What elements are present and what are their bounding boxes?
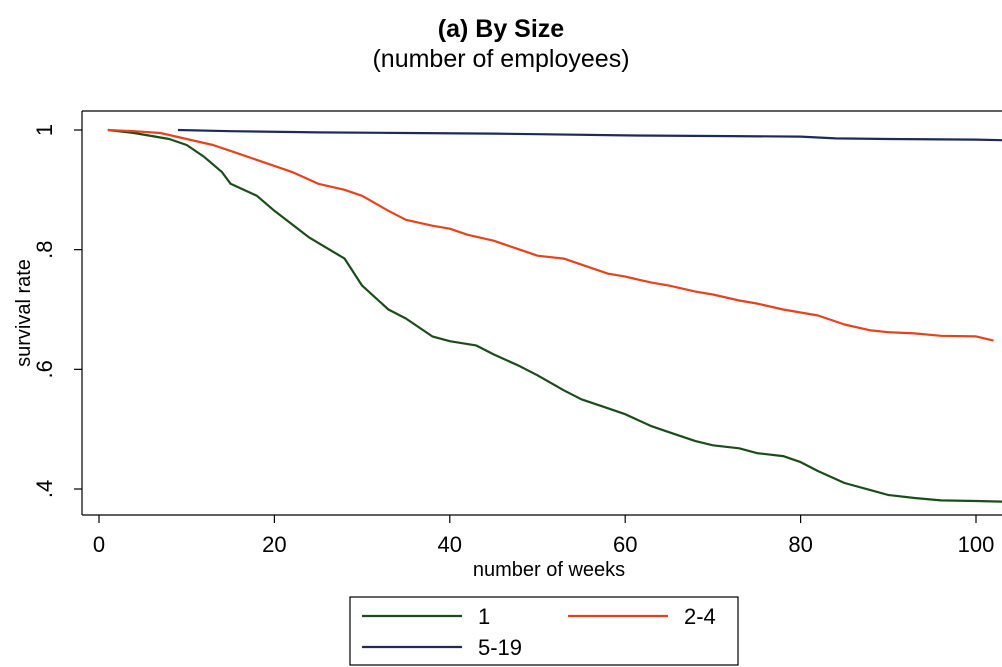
- series-line-1: [107, 128, 1002, 503]
- y-tick-label: .8: [32, 240, 57, 258]
- legend-box: [349, 596, 739, 666]
- x-axis-title: number of weeks: [473, 559, 625, 581]
- series-line-2-4: [107, 128, 994, 342]
- y-tick-label: 1: [32, 124, 57, 136]
- chart-subtitle: (number of employees): [372, 45, 630, 73]
- y-tick-label: .6: [32, 360, 57, 378]
- legend-label-1: 1: [478, 604, 490, 629]
- legend-label-5-19: 5-19: [478, 635, 522, 660]
- series-line-5-19: [177, 128, 1002, 142]
- x-tick-label: 0: [93, 532, 105, 557]
- x-tick-label: 60: [613, 532, 637, 557]
- legend-label-2-4: 2-4: [684, 604, 716, 629]
- y-axis-title: survival rate: [13, 259, 35, 367]
- x-tick-label: 20: [262, 532, 286, 557]
- x-tick-label: 100: [958, 532, 995, 557]
- y-tick-label: .4: [32, 480, 57, 498]
- x-tick-label: 40: [438, 532, 462, 557]
- x-tick-label: 80: [788, 532, 812, 557]
- chart-title: (a) By Size: [437, 15, 565, 43]
- legend: 1 2-4 5-19: [349, 596, 739, 666]
- chart-title-block: (a) By Size (number of employees): [0, 14, 1002, 74]
